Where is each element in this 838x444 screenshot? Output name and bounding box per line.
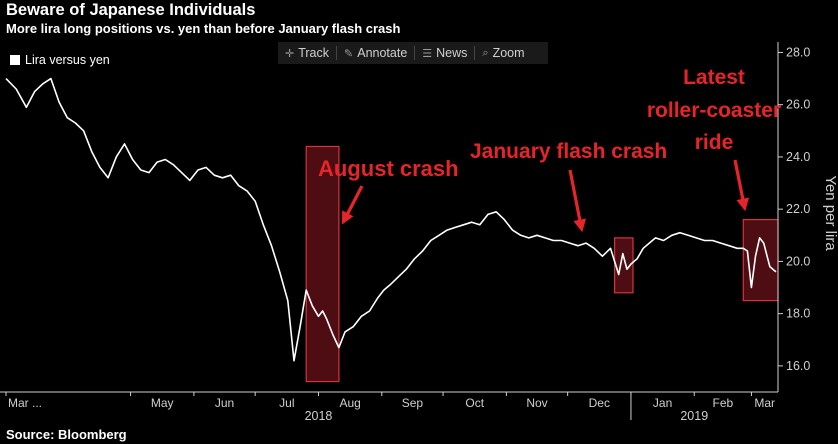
x-tick-label: Nov	[526, 396, 547, 410]
x-tick-label: Oct	[465, 396, 484, 410]
y-tick-label: 24.0	[786, 150, 810, 164]
zoom-label: Zoom	[492, 46, 525, 60]
y-tick-label: 22.0	[786, 202, 810, 216]
annotation-latest: Latest	[683, 66, 745, 89]
legend-label: Lira versus yen	[25, 53, 110, 67]
toolbar-divider	[474, 46, 476, 60]
chart-title: Beware of Japanese Individuals	[6, 1, 256, 19]
y-tick-label: 26.0	[786, 98, 810, 112]
chart-toolbar: ✛ Track ✎ Annotate ☰ News ⌕ Zoom	[278, 42, 548, 64]
magnifier-icon: ⌕	[482, 46, 489, 59]
news-button[interactable]: ☰ News	[415, 46, 474, 60]
news-label: News	[436, 46, 468, 60]
annotate-label: Annotate	[357, 46, 408, 60]
x-tick-label: Mar	[754, 396, 775, 410]
annotate-button[interactable]: ✎ Annotate	[337, 46, 414, 60]
highlight-box-1	[305, 145, 340, 383]
track-label: Track	[298, 46, 330, 60]
toolbar-divider	[336, 46, 338, 60]
y-axis-title: Yen per lira	[822, 175, 838, 251]
y-tick-label: 20.0	[786, 254, 810, 268]
annotation-roller-coaster: roller-coaster	[647, 99, 781, 122]
arrow-january-flash-crash	[568, 169, 587, 233]
annotation-ride: ride	[695, 131, 734, 154]
annotation-august-crash: August crash	[318, 156, 459, 181]
pencil-icon: ✎	[344, 47, 354, 60]
year-label: 2018	[305, 409, 333, 423]
zoom-button[interactable]: ⌕ Zoom	[475, 46, 531, 60]
arrow-august-crash	[341, 185, 364, 225]
x-tick-label: Jul	[279, 396, 294, 410]
x-tick-label: Aug	[339, 396, 360, 410]
chart-subtitle: More lira long positions vs. yen than be…	[6, 21, 401, 36]
series-line-lira-versus-yen	[5, 77, 777, 362]
legend: Lira versus yen	[10, 53, 110, 67]
year-label: 2019	[680, 409, 708, 423]
x-tick-label: Jan	[653, 396, 672, 410]
y-tick-label: 18.0	[786, 307, 810, 321]
arrow-latest-roller-coaster	[733, 159, 750, 212]
x-tick-label: May	[151, 396, 174, 410]
highlight-box-2	[614, 237, 634, 294]
crosshair-icon: ✛	[285, 47, 295, 60]
track-button[interactable]: ✛ Track	[278, 46, 336, 60]
source-note: Source: Bloomberg	[6, 427, 127, 442]
x-tick-label: Dec	[589, 396, 610, 410]
y-tick-label: 16.0	[786, 359, 810, 373]
y-tick-label: 28.0	[786, 45, 810, 59]
x-tick-label: Jun	[215, 396, 234, 410]
x-tick-label: Mar ...	[8, 396, 42, 410]
legend-swatch	[10, 55, 20, 65]
annotation-january-flash-crash: January flash crash	[470, 140, 667, 163]
news-icon: ☰	[422, 47, 433, 60]
x-tick-label: Feb	[713, 396, 734, 410]
x-tick-label: Sep	[402, 396, 424, 410]
toolbar-divider	[414, 46, 416, 60]
